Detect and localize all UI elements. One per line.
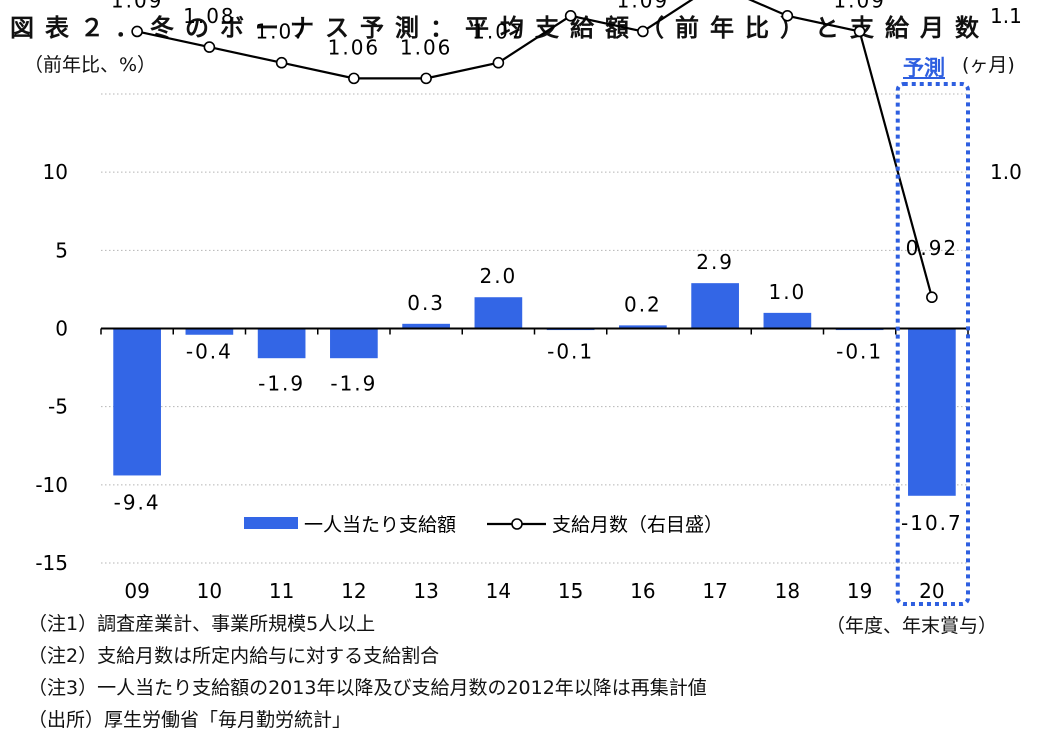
legend-bar-swatch [244,517,298,529]
x-label-15: 15 [558,579,583,603]
forecast-label: 予測 [903,56,945,80]
line-point-10 [203,41,216,53]
bar-16 [619,325,667,329]
x-label-19: 19 [847,579,872,603]
line-point-13 [420,72,432,85]
y-left-tick: -10 [35,473,68,497]
gridlines [101,93,968,564]
x-label-17: 17 [702,579,727,603]
y-left-tick: 10 [43,160,68,184]
bar-13 [402,323,450,329]
line-point-15 [564,10,577,22]
line-value-label: 0.92 [906,236,959,260]
footnote-2: （注2）支給月数は所定内給与に対する支給割合 [28,645,440,667]
bar-17 [691,283,739,329]
line-point-18 [781,10,794,22]
left-axis-unit: （前年比、%） [24,54,157,76]
x-label-13: 13 [413,579,438,603]
bar-value-label: 0.2 [624,292,662,316]
bar-value-label: -0.4 [186,340,233,364]
legend: 一人当たり支給額 支給月数（右目盛） [244,514,723,536]
bar-value-label: 2.9 [696,250,734,274]
line-series [131,0,938,304]
line-point-19 [853,25,866,38]
line-path [136,0,933,298]
footnote-3: （注3）一人当たり支給額の2013年以降及び支給月数の2012年以降は再集計値 [28,677,707,699]
y-right-tick: 1.1 [990,4,1022,28]
chart-title: 図表２．冬のボーナス予測：平均支給額（前年比）と支給月数 [10,14,990,42]
right-axis-unit: (ヶ月) [962,54,1015,76]
bar-value-label: -1.9 [330,372,377,396]
line-value-label: 1.07 [255,20,308,44]
bar-value-label: -1.9 [258,372,305,396]
bar-series [113,283,956,496]
line-value-label: 1.06 [400,35,453,59]
y-right-tick: 1.0 [990,160,1022,184]
bar-value-label: -10.7 [901,511,963,535]
line-point-14 [492,56,505,69]
line-point-16 [637,25,649,38]
x-label-16: 16 [630,579,655,603]
x-label-20: 20 [919,579,944,603]
y-left-tick: 5 [55,238,68,262]
footnote-source: （出所）厚生労働省「毎月勤労統計」 [28,709,352,731]
bar-value-label: -0.1 [547,340,594,364]
x-label-10: 10 [197,579,222,603]
legend-line-marker [511,518,523,530]
x-label-12: 12 [341,579,366,603]
bar-09 [113,328,161,476]
bar-value-label: -0.1 [836,340,883,364]
data-labels: -9.4 -0.4 -1.9 -1.9 0.3 2.0 -0.1 0.2 2.9 1.0 -0.1 -… [111,0,963,535]
y-left-tick: 0 [55,317,68,341]
legend-bar-label: 一人当たり支給額 [304,514,456,536]
footnotes: （注1）調査産業計、事業所規模5人以上 （注2）支給月数は所定内給与に対する支給… [28,608,707,736]
x-label-18: 18 [775,579,800,603]
line-point-11 [275,56,288,69]
bar-value-label: -9.4 [114,490,161,514]
line-value-label: 1.08 [183,4,236,28]
bar-value-label: 2.0 [479,264,517,288]
legend-line-label: 支給月数（右目盛） [552,514,723,536]
x-axis-ticks: 09 10 11 12 13 14 15 16 17 18 19 20 [100,328,969,603]
line-value-label: 1.07 [472,20,525,44]
line-point-20 [926,291,938,304]
footnote-1: （注1）調査産業計、事業所規模5人以上 [28,613,376,635]
bar-value-label: 1.0 [768,280,806,304]
x-axis-note: （年度、年末賞与） [826,615,998,637]
line-point-09 [131,25,143,38]
line-point-12 [348,72,360,85]
forecast-highlight-box [895,82,970,606]
line-value-label: 1.06 [328,35,381,59]
line-value-label: 1.09 [617,0,670,12]
x-label-14: 14 [486,579,511,603]
bar-20 [908,328,956,496]
bar-11 [257,328,306,359]
bar-18 [763,312,812,329]
y-left-tick: -5 [48,395,68,419]
bar-14 [474,297,523,329]
line-value-label: 1.09 [111,0,164,12]
line-value-label: 1.09 [833,0,886,12]
x-label-09: 09 [124,579,149,603]
bar-10 [185,328,234,335]
x-label-11: 11 [269,579,294,603]
bar-value-label: 0.3 [407,291,445,315]
bar-12 [330,328,378,359]
y-left-tick: -15 [35,551,68,575]
